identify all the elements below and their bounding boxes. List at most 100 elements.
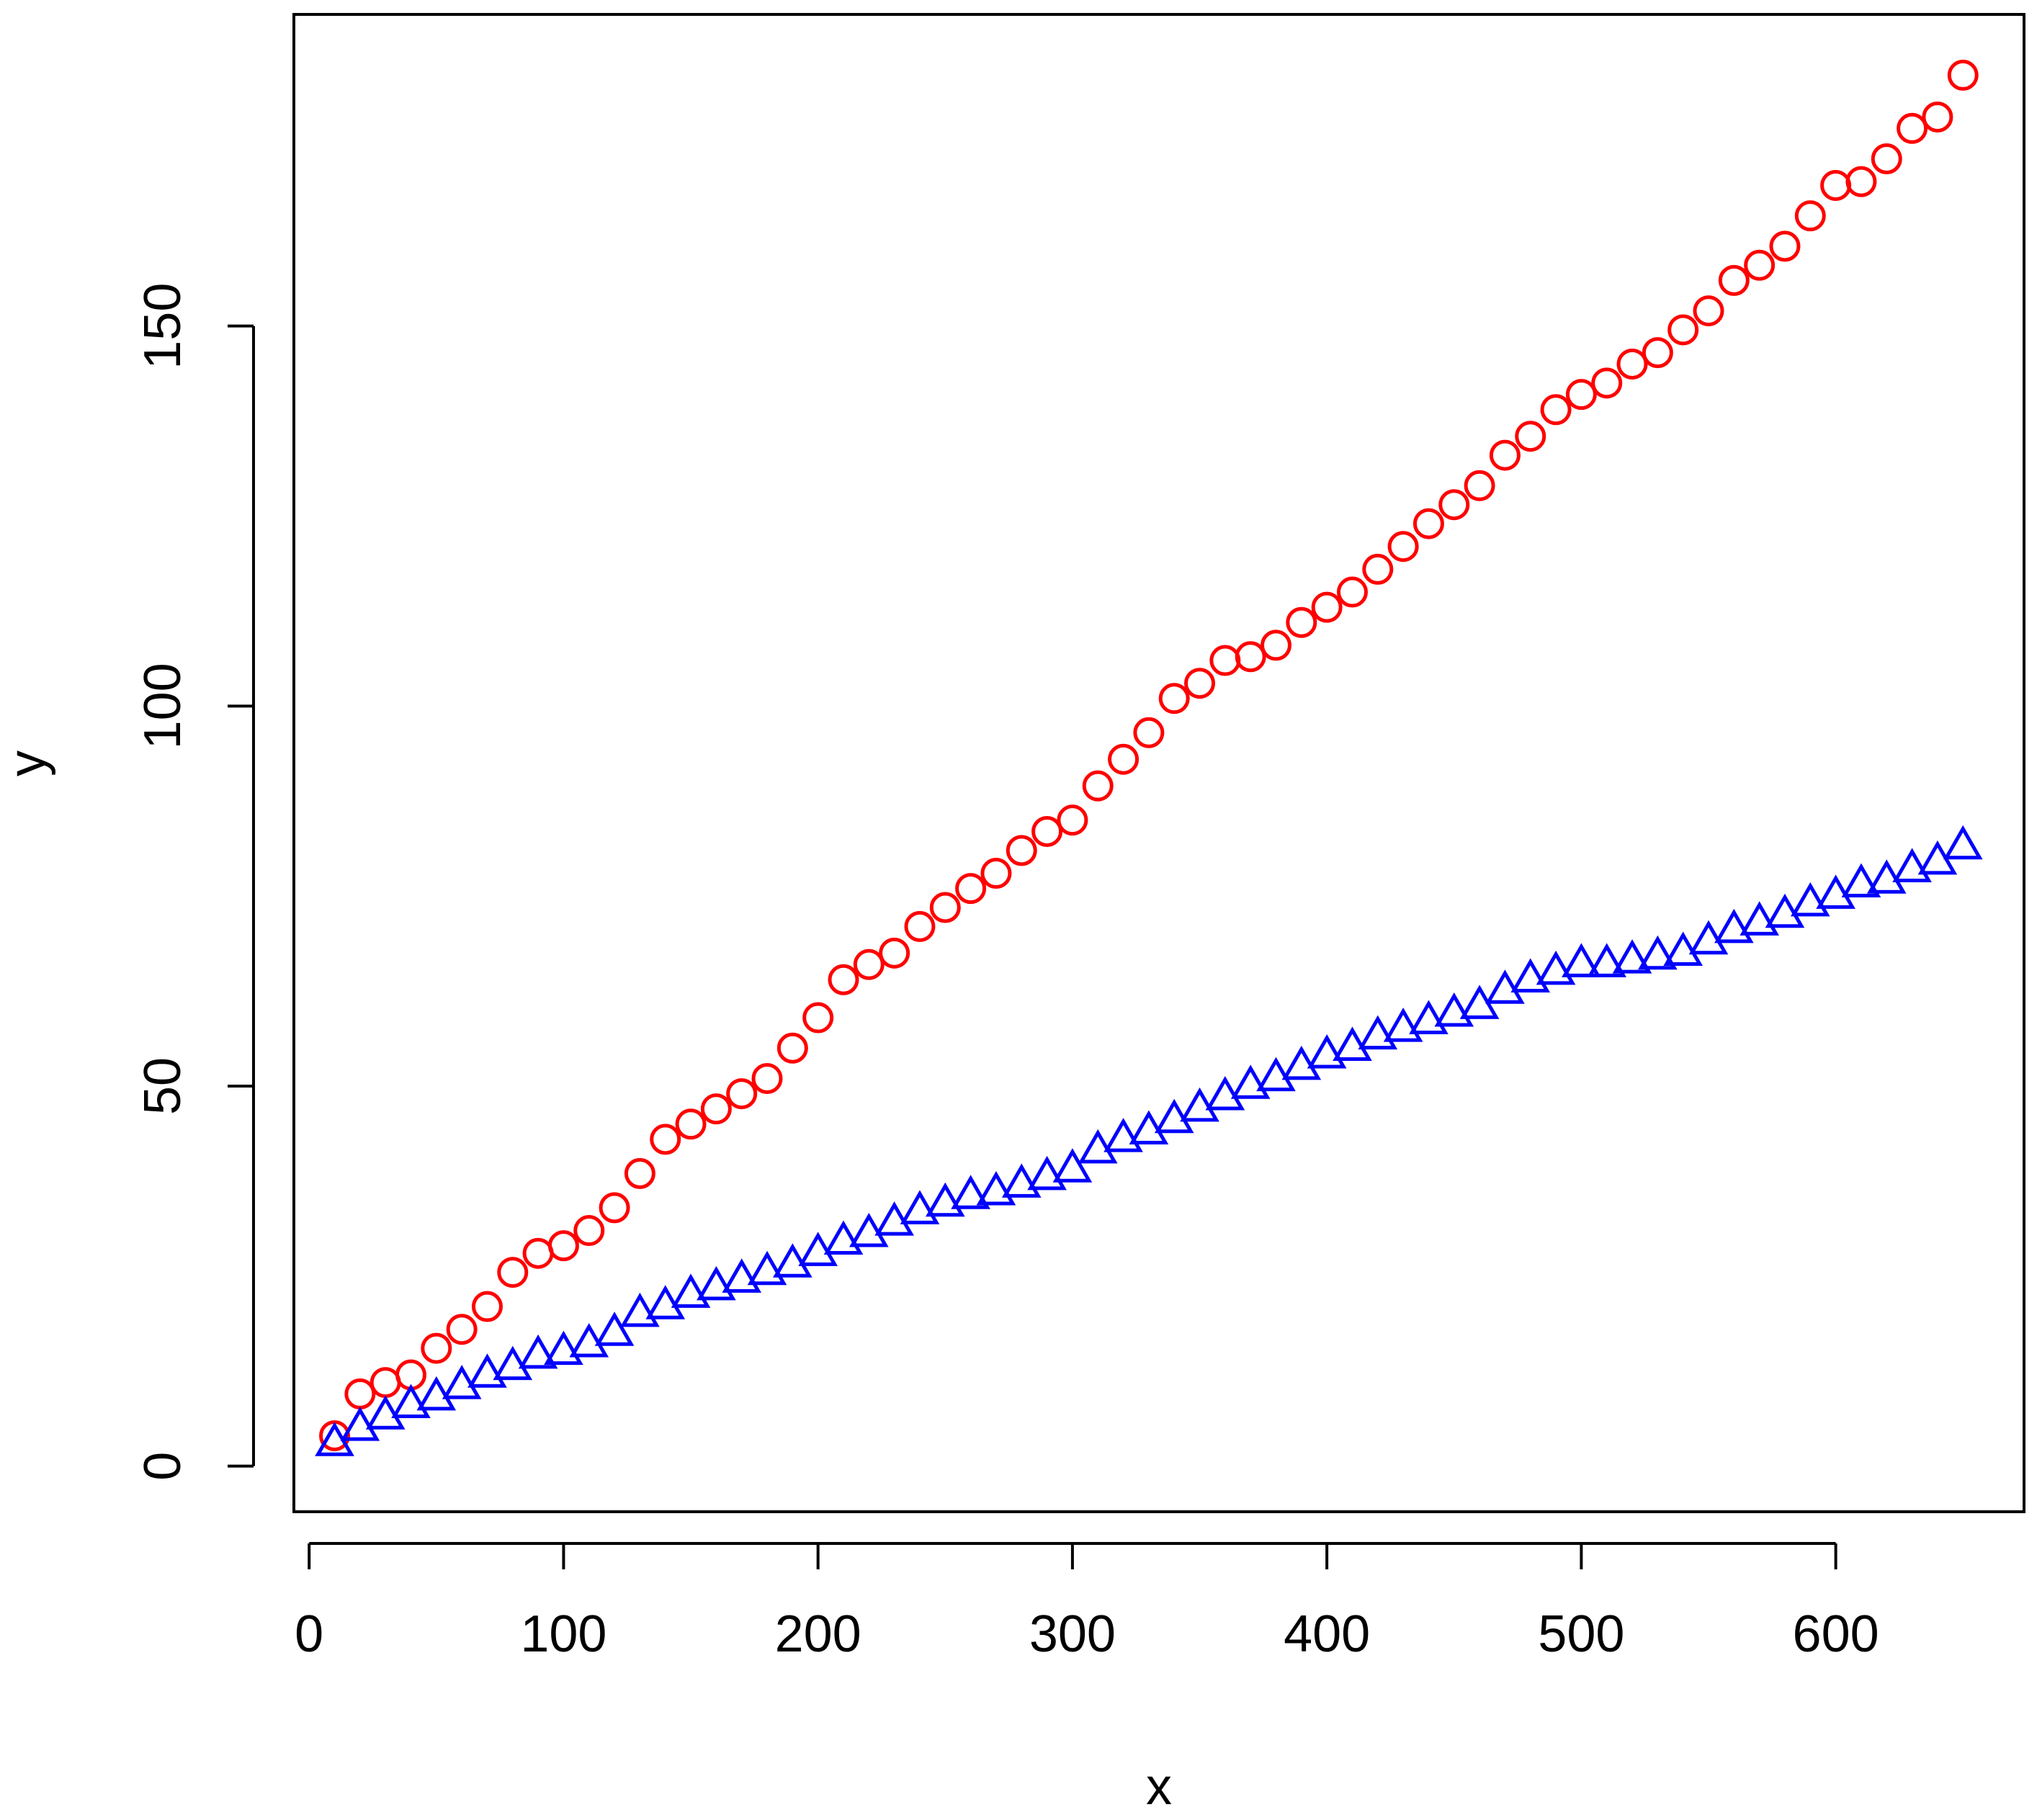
data-point	[1031, 815, 1063, 847]
data-point	[671, 1273, 711, 1308]
data-point	[1485, 969, 1525, 1004]
data-point	[726, 1078, 758, 1110]
data-point	[1871, 143, 1902, 175]
y-tick-label: 0	[134, 1452, 192, 1481]
data-point	[802, 1002, 834, 1034]
data-point	[1129, 1110, 1169, 1145]
data-point	[547, 1230, 579, 1262]
data-point	[1082, 770, 1114, 802]
data-point	[1616, 348, 1648, 380]
data-point	[1006, 835, 1037, 866]
data-point	[1947, 59, 1979, 91]
data-point	[1897, 112, 1928, 144]
x-axis: 0 100 200 300 400 500 600	[295, 1542, 1879, 1663]
data-point	[853, 949, 885, 980]
data-point	[1057, 804, 1088, 836]
data-point	[467, 1353, 507, 1388]
data-point	[773, 1243, 812, 1278]
data-point	[1154, 1098, 1194, 1134]
data-point	[1540, 394, 1572, 426]
data-point	[722, 1258, 762, 1293]
data-point	[1078, 1129, 1118, 1164]
data-point	[421, 1332, 452, 1364]
data-point	[1740, 901, 1779, 936]
data-point	[1387, 531, 1419, 562]
data-point	[1769, 230, 1801, 262]
data-point	[1205, 1076, 1245, 1111]
data-point	[751, 1062, 783, 1094]
data-point	[1336, 576, 1368, 608]
data-point	[1663, 931, 1703, 967]
data-point	[1103, 1118, 1143, 1152]
data-point	[1333, 1026, 1372, 1061]
data-point	[1311, 591, 1343, 623]
x-tick-label: 300	[1029, 1605, 1116, 1663]
data-point	[1133, 717, 1165, 748]
x-axis-title: x	[1146, 1758, 1172, 1816]
data-point	[1434, 992, 1474, 1027]
data-point	[1816, 874, 1855, 909]
data-point	[929, 892, 961, 923]
data-point	[416, 1376, 457, 1411]
data-point	[951, 1175, 990, 1209]
data-point	[493, 1345, 533, 1381]
data-point	[1256, 1057, 1296, 1092]
data-point	[874, 1201, 914, 1236]
data-point	[1286, 606, 1317, 638]
y-axis-title: y	[0, 750, 56, 776]
data-point	[697, 1265, 736, 1301]
data-point	[1714, 908, 1754, 943]
data-point	[1744, 249, 1776, 281]
data-point	[1866, 859, 1907, 894]
data-point	[675, 1108, 707, 1140]
data-point	[1612, 939, 1652, 974]
y-tick-label: 50	[134, 1057, 192, 1115]
data-point	[599, 1192, 630, 1224]
data-point	[1001, 1163, 1042, 1198]
data-point	[1688, 920, 1729, 955]
data-point	[1718, 264, 1750, 296]
data-point	[624, 1157, 655, 1189]
data-point	[365, 1395, 406, 1430]
data-point	[925, 1182, 965, 1217]
data-point	[1464, 470, 1495, 501]
data-point	[340, 1407, 380, 1441]
data-point	[1845, 166, 1877, 197]
data-point	[442, 1365, 482, 1399]
data-point	[900, 1190, 940, 1224]
data-point	[955, 873, 987, 905]
data-point	[1562, 943, 1601, 977]
data-point	[747, 1250, 787, 1286]
data-point	[1383, 1008, 1423, 1042]
data-point	[1438, 489, 1470, 521]
data-point	[391, 1384, 431, 1418]
data-point	[798, 1232, 838, 1266]
data-point	[1510, 958, 1551, 992]
data-point	[1230, 1064, 1271, 1099]
x-tick-label: 200	[775, 1605, 861, 1663]
data-point	[904, 910, 936, 942]
data-point	[700, 1093, 732, 1125]
data-point	[544, 1330, 583, 1366]
data-point	[1409, 1000, 1449, 1035]
data-point	[594, 1312, 635, 1346]
plot-frame	[292, 13, 2025, 1513]
data-point	[1943, 825, 1983, 860]
x-tick-label: 400	[1284, 1605, 1370, 1663]
x-tick-label: 100	[520, 1605, 606, 1663]
data-point	[1235, 641, 1266, 673]
data-point	[1489, 439, 1521, 471]
data-point	[1180, 1087, 1219, 1122]
data-point	[1892, 848, 1932, 882]
data-point	[1158, 683, 1190, 714]
data-point	[1642, 337, 1673, 369]
series-layer	[315, 59, 1983, 1456]
data-point	[573, 1215, 605, 1247]
data-point	[650, 1124, 681, 1155]
data-point	[497, 1257, 529, 1288]
data-point	[1515, 421, 1546, 452]
data-point	[1184, 668, 1216, 699]
